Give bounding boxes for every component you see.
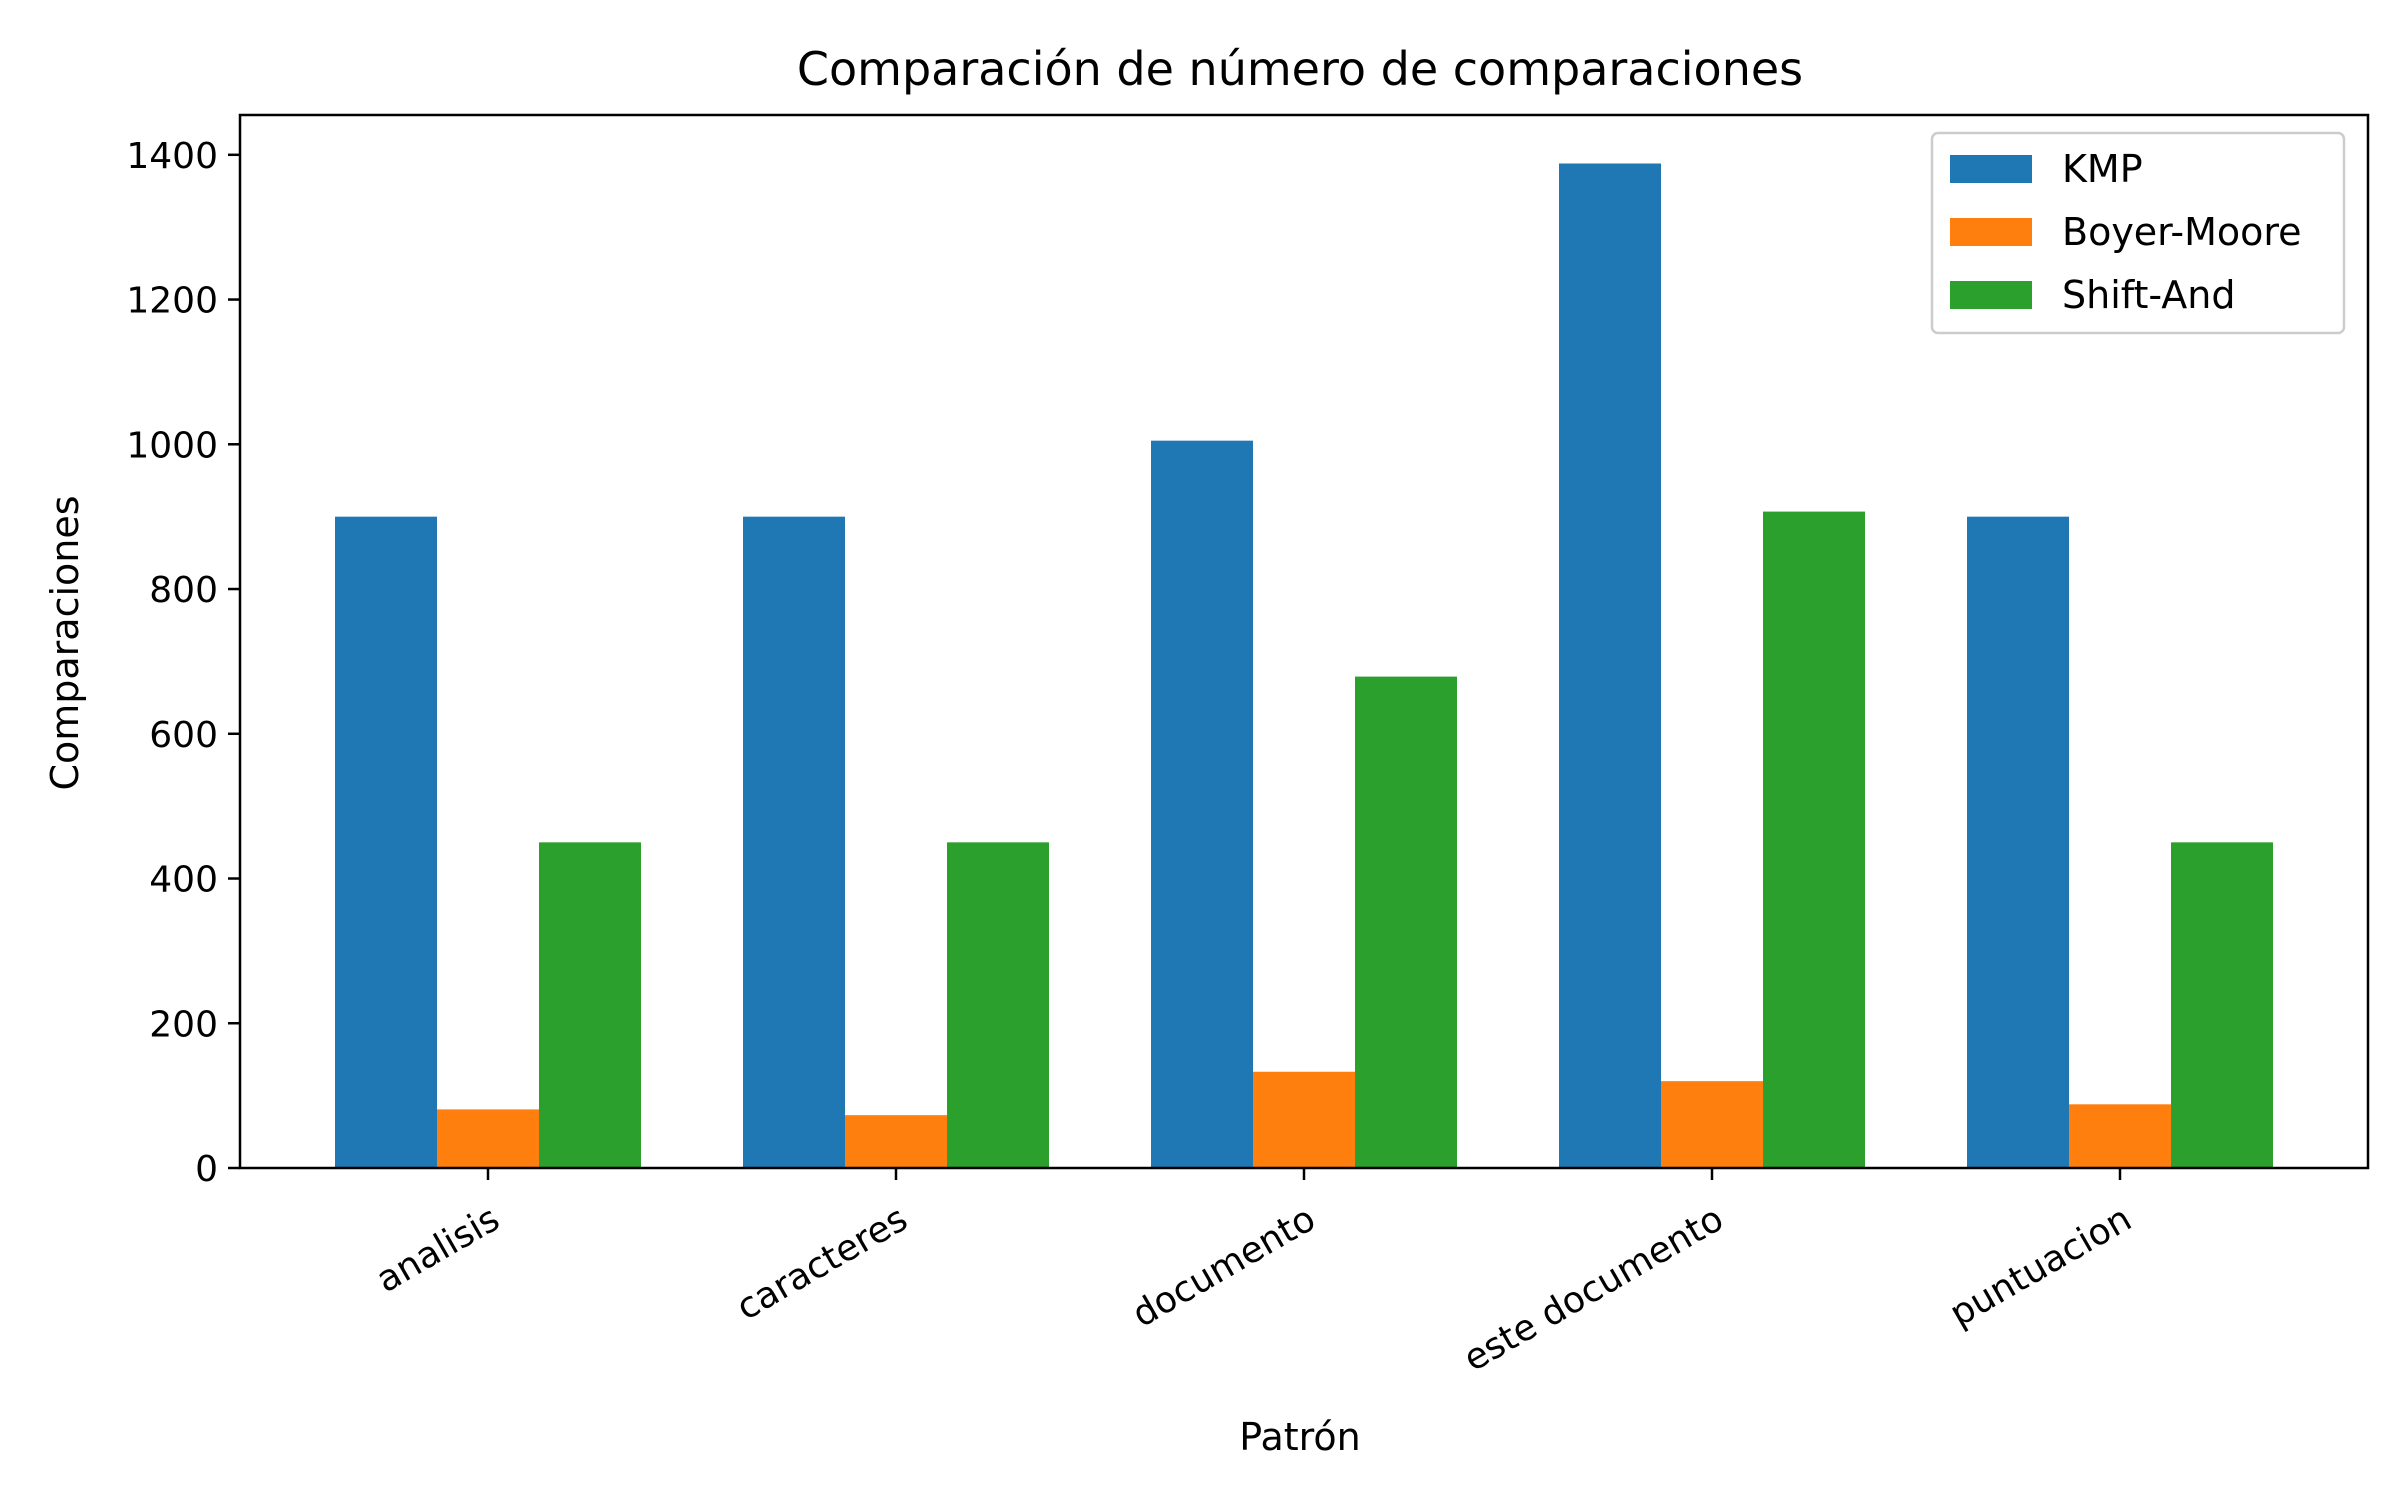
bar-boyer-moore-2	[1253, 1071, 1355, 1168]
bar-kmp-2	[1151, 440, 1253, 1168]
legend-label-kmp: KMP	[2062, 147, 2143, 191]
y-tick-label-4: 800	[149, 570, 218, 611]
y-tick-label-1: 200	[149, 1004, 218, 1045]
bar-shift-and-1	[947, 842, 1049, 1168]
bar-shift-and-3	[1763, 511, 1865, 1168]
legend-label-boyer-moore: Boyer-Moore	[2062, 210, 2302, 254]
legend-label-shift-and: Shift-And	[2062, 273, 2235, 317]
legend-swatch-boyer-moore	[1950, 218, 2032, 246]
bar-kmp-4	[1967, 516, 2069, 1168]
y-tick-label-6: 1200	[126, 281, 218, 322]
bar-kmp-1	[743, 516, 845, 1168]
bar-shift-and-0	[539, 842, 641, 1168]
legend-swatch-shift-and	[1950, 281, 2032, 309]
x-axis-label: Patrón	[1239, 1415, 1361, 1459]
y-tick-label-0: 0	[195, 1149, 218, 1190]
y-tick-label-7: 1400	[126, 136, 218, 177]
bar-kmp-0	[335, 516, 437, 1168]
y-tick-label-2: 400	[149, 860, 218, 901]
bar-kmp-3	[1559, 163, 1661, 1169]
y-tick-label-5: 1000	[126, 425, 218, 466]
chart-title: Comparación de número de comparaciones	[797, 42, 1803, 96]
legend-box	[1930, 131, 2346, 335]
legend-swatch-kmp	[1950, 155, 2032, 183]
y-axis-label: Comparaciones	[43, 495, 87, 790]
bar-boyer-moore-4	[2069, 1104, 2171, 1168]
bar-shift-and-4	[2171, 842, 2273, 1168]
bar-shift-and-2	[1355, 676, 1457, 1168]
bar-boyer-moore-1	[845, 1115, 947, 1168]
bar-boyer-moore-3	[1661, 1081, 1763, 1168]
y-tick-label-3: 600	[149, 715, 218, 756]
bar-boyer-moore-0	[437, 1109, 539, 1168]
legend: KMP Boyer-Moore Shift-And	[1930, 131, 2346, 335]
